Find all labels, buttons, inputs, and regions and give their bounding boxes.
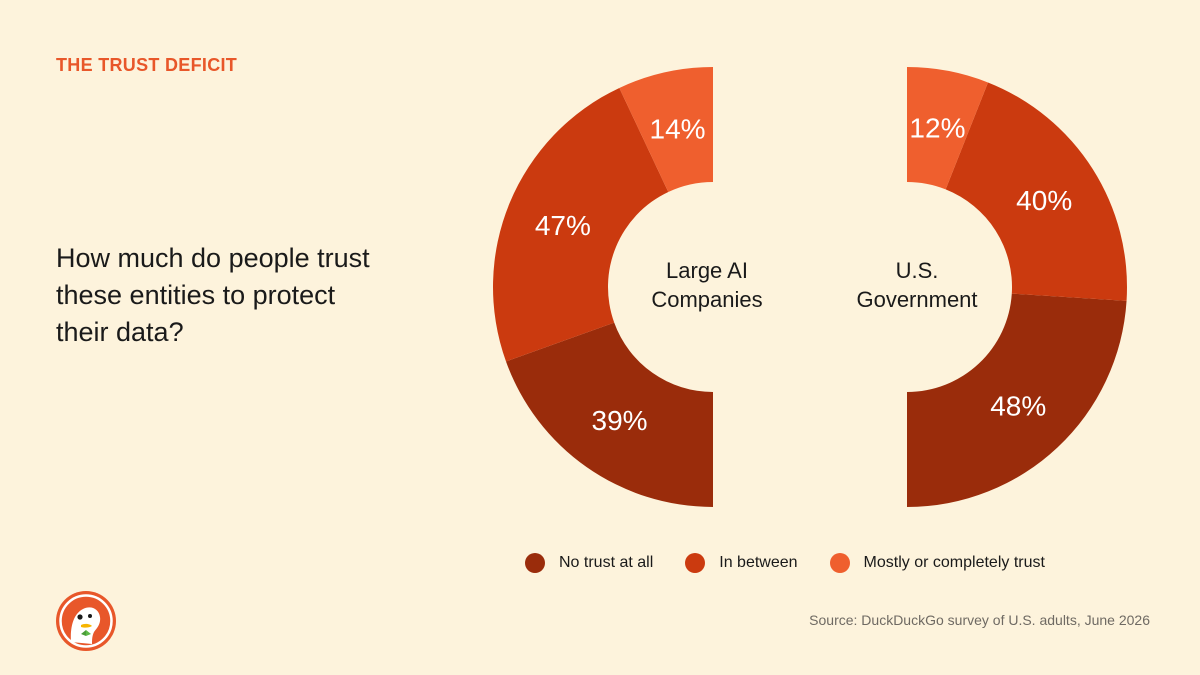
legend-item-trust: Mostly or completely trust [829,553,1045,573]
chart-legend: No trust at all In between Mostly or com… [525,553,1045,573]
legend-swatch [685,553,706,573]
donut-1-slice-1-label: 40% [1016,185,1072,216]
donut-0-slice-1-label: 47% [535,210,591,241]
chart-question: How much do people trust these entities … [56,243,370,347]
donut-1-slice-0-label: 48% [990,390,1046,421]
donut-0-slice-1 [493,87,669,362]
eyebrow-title: THE TRUST DEFICIT [56,55,238,75]
source-note: Source: DuckDuckGo survey of U.S. adults… [809,612,1150,628]
donut-0-slice-0-label: 39% [592,405,648,436]
donut-1-center-label-line-0: U.S. [896,258,939,283]
legend-item-in-between: In between [685,553,798,573]
legend-label: No trust at all [559,554,654,571]
donut-1-slice-2-label: 12% [909,112,965,143]
donut-0-slice-2-label: 14% [650,113,706,144]
donut-0-slice-2 [619,67,713,192]
donut-0-center-label-line-1: Companies [651,287,762,312]
donut-1-slice-2 [907,67,988,190]
donut-1-slice-0 [907,293,1127,507]
legend-swatch [525,553,545,573]
donut-1-slice-1 [945,82,1127,301]
legend-label: In between [719,554,798,571]
legend-swatch [829,553,850,573]
legend-item-no-trust: No trust at all [525,553,653,573]
donut-0-slice-0 [506,322,713,507]
donut-0-center-label-line-0: Large AI [666,258,748,283]
duckduckgo-logo-icon[interactable] [55,590,117,652]
donut-1-center-label-line-1: Government [856,287,977,312]
legend-label: Mostly or completely trust [863,554,1045,571]
